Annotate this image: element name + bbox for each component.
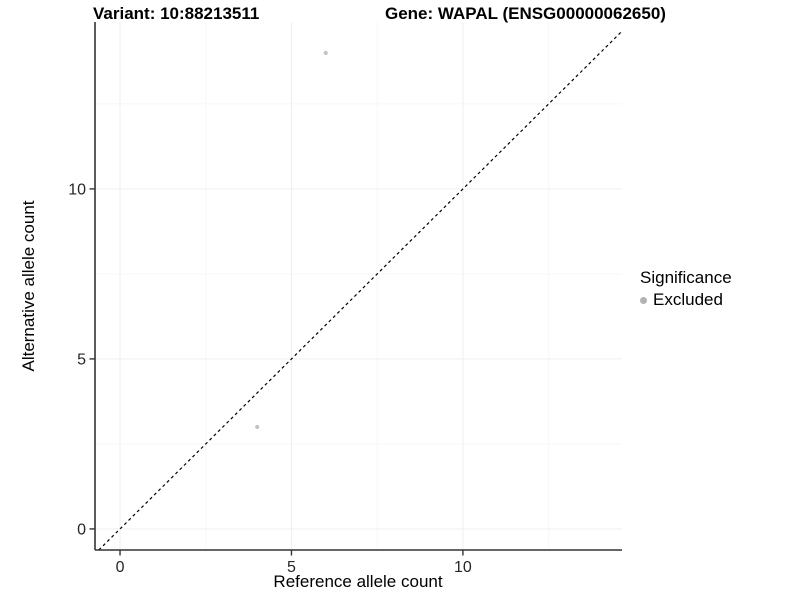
legend-title: Significance (640, 268, 732, 287)
legend: Significance Excluded (638, 268, 732, 310)
y-axis-title: Alternative allele count (19, 200, 38, 372)
legend-item-excluded: Excluded (640, 290, 732, 310)
svg-text:0: 0 (77, 521, 86, 538)
svg-text:5: 5 (77, 351, 86, 368)
svg-text:0: 0 (116, 559, 125, 576)
x-axis-title: Reference allele count (273, 572, 443, 591)
legend-item-label: Excluded (653, 290, 723, 309)
plot-title-gene: Gene: WAPAL (ENSG00000062650) (385, 4, 666, 23)
svg-text:10: 10 (68, 181, 86, 198)
plot-title-variant: Variant: 10:88213511 (93, 4, 260, 23)
svg-text:10: 10 (454, 559, 472, 576)
legend-point-icon (640, 296, 647, 304)
svg-text:5: 5 (287, 559, 296, 576)
